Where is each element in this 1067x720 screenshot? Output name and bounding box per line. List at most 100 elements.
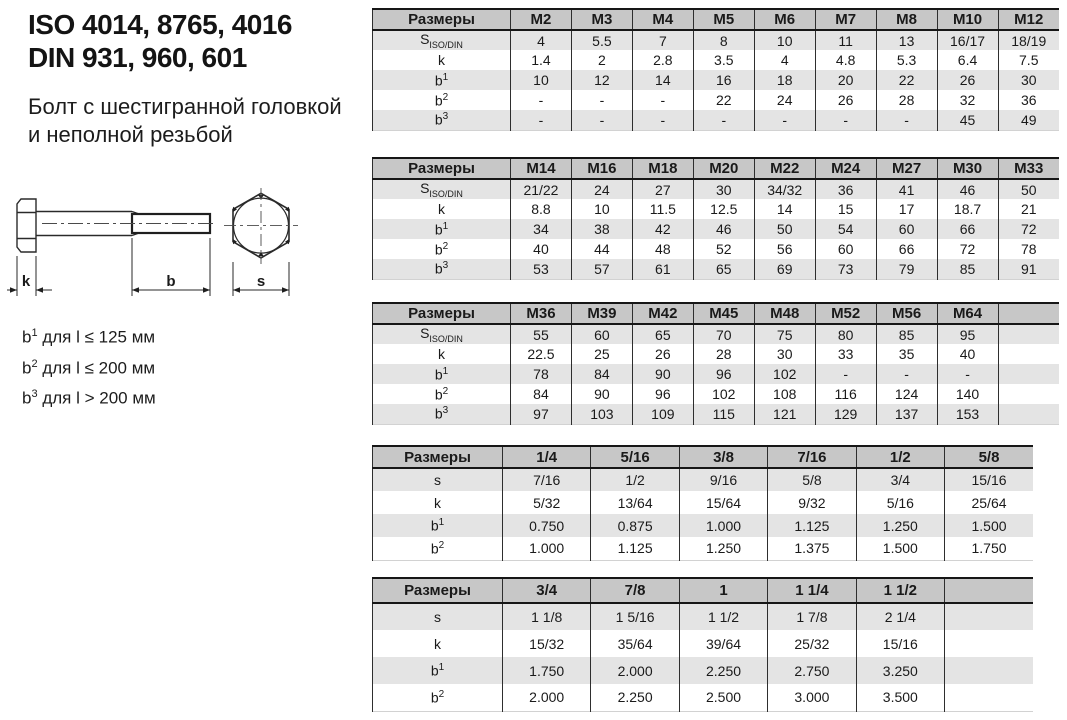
value-cell: 103: [570, 404, 633, 424]
din-title: DIN 931, 960, 601: [28, 42, 247, 73]
value-cell: 11: [814, 30, 877, 50]
value-cell: 2.8: [631, 50, 694, 70]
value-cell: 121: [753, 404, 816, 424]
value-cell: 18/19: [997, 30, 1059, 50]
value-cell: 46: [936, 179, 998, 199]
size-column-header: 5/8: [944, 446, 1033, 469]
value-cell: 12.5: [692, 199, 755, 219]
value-cell: 3/4: [855, 468, 945, 491]
value-cell: 69: [753, 259, 816, 279]
size-column-header: 1 1/2: [855, 578, 945, 604]
value-cell: 84: [570, 364, 633, 384]
value-cell: 54: [814, 219, 877, 239]
value-cell: 5.3: [875, 50, 938, 70]
row-label: k: [372, 199, 511, 219]
size-column-header: M7: [814, 9, 877, 31]
value-cell: 57: [570, 259, 633, 279]
table-inch-large: Размеры 3/4 7/8 1 1 1/4 1 1/2 s 1 1/8 1 5/16 1 1/…: [372, 577, 1033, 712]
value-cell: -: [753, 110, 816, 130]
table-row: SISO/DIN 4 5.5 7 8 10 11 13 16/17 18/19: [372, 30, 1059, 50]
value-cell: 16/17: [936, 30, 998, 50]
value-cell: 60: [814, 239, 877, 259]
value-cell: 48: [631, 239, 694, 259]
row-label: b1: [372, 364, 511, 384]
row-label: b2: [372, 537, 503, 560]
value-cell: 96: [631, 384, 694, 404]
table-row: SISO/DIN 55 60 65 70 75 80 85 95: [372, 324, 1059, 344]
value-cell: 78: [997, 239, 1059, 259]
table-row: s 7/16 1/2 9/16 5/8 3/4 15/16: [372, 468, 1033, 491]
value-cell: 30: [692, 179, 755, 199]
value-cell: 7: [631, 30, 694, 50]
value-cell: 6.4: [936, 50, 998, 70]
value-cell: 4.8: [814, 50, 877, 70]
row-label-header: Размеры: [372, 578, 503, 604]
value-cell: 36: [997, 90, 1059, 110]
row-label: b1: [372, 219, 511, 239]
value-cell: [997, 324, 1059, 344]
value-cell: 72: [997, 219, 1059, 239]
value-cell: 45: [936, 110, 998, 130]
value-cell: -: [814, 110, 877, 130]
size-column-header: M8: [875, 9, 938, 31]
note-b1: b1 для l ≤ 125 мм: [22, 327, 156, 347]
value-cell: [997, 364, 1059, 384]
size-column-header: M22: [753, 158, 816, 180]
size-column-header: M12: [997, 9, 1059, 31]
value-cell: 2.000: [501, 684, 591, 711]
size-column-header: 3/4: [501, 578, 591, 604]
value-cell: 39/64: [678, 630, 768, 657]
value-cell: 20: [814, 70, 877, 90]
value-cell: 1/2: [590, 468, 680, 491]
value-cell: 60: [875, 219, 938, 239]
dim-label-k: k: [22, 273, 31, 290]
row-label: s: [372, 468, 503, 491]
value-cell: 40: [936, 344, 998, 364]
value-cell: 1 5/16: [590, 603, 680, 630]
table-metric-m36-m64: Размеры M36 M39 M42 M45 M48 M52 M56 M64 SISO/DIN 5…: [372, 302, 1059, 425]
product-description: Болт с шестигранной головкой и неполной …: [28, 93, 342, 149]
value-cell: 1 1/2: [678, 603, 768, 630]
row-label: b1: [372, 514, 503, 537]
size-column-header: 3/8: [678, 446, 768, 469]
value-cell: 56: [753, 239, 816, 259]
value-cell: -: [875, 364, 938, 384]
description-line-2: и неполной резьбой: [28, 122, 233, 147]
size-column-header: M4: [631, 9, 694, 31]
value-cell: 129: [814, 404, 877, 424]
value-cell: 1.500: [944, 514, 1033, 537]
value-cell: 2.250: [678, 657, 768, 684]
value-cell: [997, 384, 1059, 404]
dim-label-b: b: [166, 273, 175, 290]
value-cell: 7/16: [501, 468, 591, 491]
dimension-s-lines: [232, 262, 290, 296]
value-cell: 84: [510, 384, 572, 404]
size-column-header: M48: [753, 303, 816, 325]
value-cell: 26: [814, 90, 877, 110]
value-cell: 95: [936, 324, 998, 344]
size-column-header: M42: [631, 303, 694, 325]
value-cell: 0.750: [501, 514, 591, 537]
value-cell: 90: [631, 364, 694, 384]
value-cell: 10: [753, 30, 816, 50]
row-label: b3: [372, 259, 511, 279]
dimension-b-lines: [131, 238, 211, 296]
value-cell: 25: [570, 344, 633, 364]
row-label-header: Размеры: [372, 303, 511, 325]
table-row: b3- - - - - - -45 49: [372, 110, 1059, 130]
value-cell: 97: [510, 404, 572, 424]
row-label: b2: [372, 684, 503, 711]
value-cell: 14: [753, 199, 816, 219]
value-cell: -: [631, 110, 694, 130]
value-cell: 78: [510, 364, 572, 384]
size-column-header: M3: [570, 9, 633, 31]
row-label: b1: [372, 657, 503, 684]
value-cell: [944, 630, 1033, 657]
value-cell: 75: [753, 324, 816, 344]
value-cell: 13: [875, 30, 938, 50]
value-cell: 44: [570, 239, 633, 259]
table-header-row: Размеры M14 M16 M18 M20 M22 M24 M27 M30 M33: [372, 158, 1059, 180]
value-cell: 91: [997, 259, 1059, 279]
value-cell: 14: [631, 70, 694, 90]
